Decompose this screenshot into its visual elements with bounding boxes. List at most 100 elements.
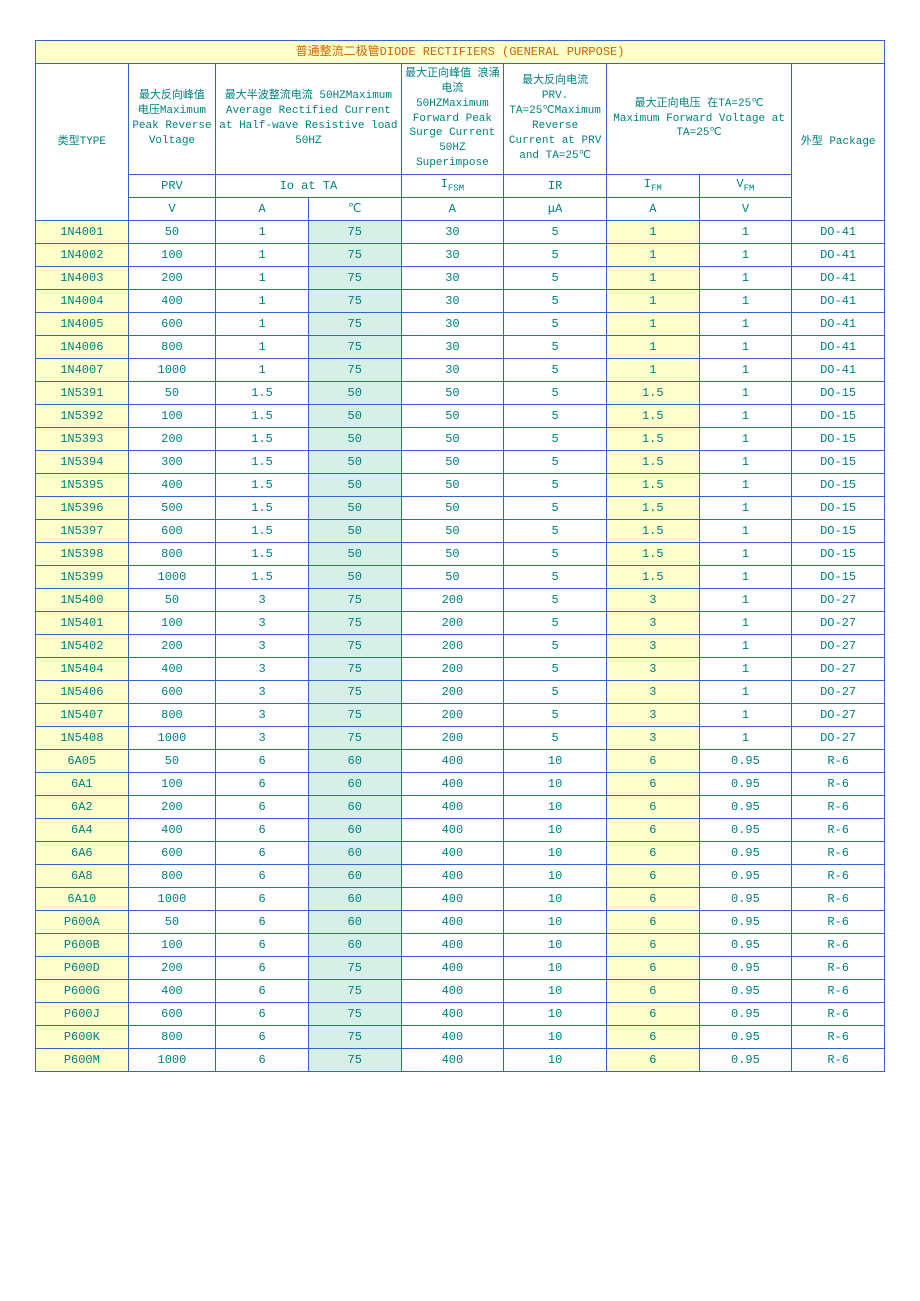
cell-io-c: 50 [308, 404, 401, 427]
cell-ifsm: 30 [401, 335, 504, 358]
cell-ir: 5 [504, 312, 607, 335]
cell-ir: 10 [504, 795, 607, 818]
table-row: 1N5404400375200531DO-27 [36, 657, 885, 680]
cell-io-a: 1.5 [216, 565, 309, 588]
cell-io-c: 75 [308, 588, 401, 611]
unit-ir: μA [504, 197, 607, 220]
table-row: 1N53943001.5505051.51DO-15 [36, 450, 885, 473]
cell-pkg: R-6 [792, 956, 885, 979]
cell-ifm: 1.5 [606, 519, 699, 542]
cell-pkg: DO-27 [792, 680, 885, 703]
cell-type: 1N5407 [36, 703, 129, 726]
cell-type: 1N5404 [36, 657, 129, 680]
cell-vfm: 1 [699, 611, 792, 634]
cell-prv: 400 [128, 657, 216, 680]
cell-type: 1N5393 [36, 427, 129, 450]
header-unit-row: V A ℃ A μA A V [36, 197, 885, 220]
cell-io-a: 6 [216, 910, 309, 933]
cell-pkg: R-6 [792, 1025, 885, 1048]
cell-io-c: 75 [308, 703, 401, 726]
cell-ir: 10 [504, 887, 607, 910]
cell-pkg: DO-15 [792, 496, 885, 519]
cell-io-a: 3 [216, 726, 309, 749]
cell-ifsm: 400 [401, 910, 504, 933]
cell-pkg: DO-15 [792, 519, 885, 542]
header-symbol-row: PRV Io at TA IFSM IR IFM VFM [36, 174, 885, 197]
cell-ir: 5 [504, 266, 607, 289]
cell-io-c: 75 [308, 979, 401, 1002]
cell-prv: 100 [128, 404, 216, 427]
cell-type: 6A4 [36, 818, 129, 841]
cell-type: P600K [36, 1025, 129, 1048]
cell-io-c: 60 [308, 887, 401, 910]
cell-ifsm: 400 [401, 956, 504, 979]
cell-ifm: 1.5 [606, 381, 699, 404]
cell-ifsm: 30 [401, 243, 504, 266]
cell-io-c: 75 [308, 1002, 401, 1025]
cell-type: P600A [36, 910, 129, 933]
cell-ir: 5 [504, 427, 607, 450]
cell-io-c: 75 [308, 726, 401, 749]
cell-io-a: 1.5 [216, 404, 309, 427]
cell-io-c: 75 [308, 956, 401, 979]
cell-vfm: 1 [699, 266, 792, 289]
cell-io-c: 75 [308, 312, 401, 335]
cell-prv: 1000 [128, 565, 216, 588]
cell-type: P600G [36, 979, 129, 1002]
cell-ifm: 1.5 [606, 473, 699, 496]
cell-io-c: 50 [308, 450, 401, 473]
table-row: 1N539910001.5505051.51DO-15 [36, 565, 885, 588]
cell-ifm: 3 [606, 588, 699, 611]
cell-io-c: 50 [308, 473, 401, 496]
cell-type: 1N5396 [36, 496, 129, 519]
cell-ifm: 1.5 [606, 565, 699, 588]
cell-prv: 200 [128, 266, 216, 289]
cell-ifsm: 400 [401, 772, 504, 795]
diode-rectifiers-table: 普通整流二极管DIODE RECTIFIERS (GENERAL PURPOSE… [35, 40, 885, 1072]
table-row: 6A44006604001060.95R-6 [36, 818, 885, 841]
cell-type: 1N5398 [36, 542, 129, 565]
cell-ifsm: 50 [401, 450, 504, 473]
cell-io-a: 1 [216, 220, 309, 243]
cell-ifm: 1.5 [606, 450, 699, 473]
cell-prv: 400 [128, 979, 216, 1002]
cell-ifsm: 50 [401, 427, 504, 450]
cell-vfm: 0.95 [699, 841, 792, 864]
cell-type: 6A6 [36, 841, 129, 864]
cell-prv: 300 [128, 450, 216, 473]
cell-io-a: 1.5 [216, 473, 309, 496]
unit-ifm: A [606, 197, 699, 220]
cell-io-a: 3 [216, 588, 309, 611]
cell-ir: 5 [504, 519, 607, 542]
cell-type: 1N5397 [36, 519, 129, 542]
cell-pkg: R-6 [792, 864, 885, 887]
sym-prv: PRV [128, 174, 216, 197]
cell-pkg: R-6 [792, 772, 885, 795]
cell-type: 1N4005 [36, 312, 129, 335]
cell-pkg: DO-41 [792, 335, 885, 358]
cell-io-a: 1.5 [216, 519, 309, 542]
table-row: 1N53988001.5505051.51DO-15 [36, 542, 885, 565]
cell-ir: 5 [504, 611, 607, 634]
cell-ir: 5 [504, 588, 607, 611]
cell-type: 1N5402 [36, 634, 129, 657]
cell-ifsm: 400 [401, 933, 504, 956]
cell-pkg: DO-41 [792, 243, 885, 266]
cell-ifsm: 200 [401, 634, 504, 657]
cell-ir: 5 [504, 703, 607, 726]
cell-prv: 50 [128, 910, 216, 933]
header-ir-desc: 最大反向电流 PRV. TA=25℃Maximum Reverse Curren… [504, 64, 607, 175]
cell-ifm: 1 [606, 358, 699, 381]
unit-vfm: V [699, 197, 792, 220]
cell-vfm: 1 [699, 680, 792, 703]
cell-type: 1N5408 [36, 726, 129, 749]
table-row: 1N400210017530511DO-41 [36, 243, 885, 266]
cell-ifsm: 400 [401, 887, 504, 910]
table-row: P600D2006754001060.95R-6 [36, 956, 885, 979]
cell-ir: 5 [504, 450, 607, 473]
cell-pkg: DO-27 [792, 726, 885, 749]
cell-prv: 50 [128, 220, 216, 243]
cell-type: 1N4004 [36, 289, 129, 312]
cell-prv: 600 [128, 519, 216, 542]
table-row: P600B1006604001060.95R-6 [36, 933, 885, 956]
